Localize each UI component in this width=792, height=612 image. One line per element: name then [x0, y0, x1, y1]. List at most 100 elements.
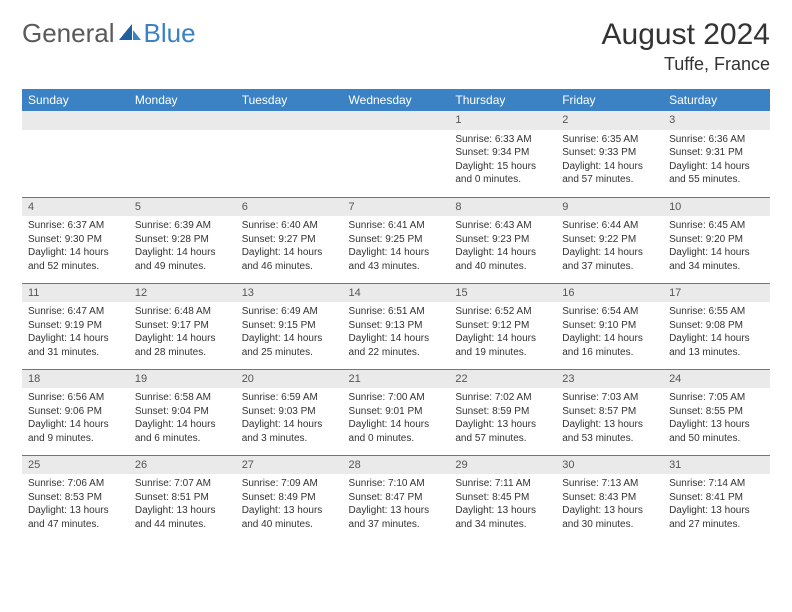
day-number: 7 [343, 198, 450, 217]
calendar-cell: 25Sunrise: 7:06 AMSunset: 8:53 PMDayligh… [22, 455, 129, 541]
day-details: Sunrise: 6:51 AMSunset: 9:13 PMDaylight:… [343, 302, 450, 363]
col-tuesday: Tuesday [236, 89, 343, 111]
calendar-cell: 14Sunrise: 6:51 AMSunset: 9:13 PMDayligh… [343, 283, 450, 369]
day-details: Sunrise: 6:47 AMSunset: 9:19 PMDaylight:… [22, 302, 129, 363]
day-number: 31 [663, 456, 770, 475]
col-wednesday: Wednesday [343, 89, 450, 111]
col-friday: Friday [556, 89, 663, 111]
day-number: 5 [129, 198, 236, 217]
calendar-cell: 23Sunrise: 7:03 AMSunset: 8:57 PMDayligh… [556, 369, 663, 455]
day-number: 13 [236, 284, 343, 303]
day-number: 12 [129, 284, 236, 303]
location-label: Tuffe, France [602, 54, 770, 75]
day-number: 1 [449, 111, 556, 130]
calendar-cell: 26Sunrise: 7:07 AMSunset: 8:51 PMDayligh… [129, 455, 236, 541]
day-number: 15 [449, 284, 556, 303]
day-number [129, 111, 236, 130]
day-number: 19 [129, 370, 236, 389]
day-details: Sunrise: 6:36 AMSunset: 9:31 PMDaylight:… [663, 130, 770, 191]
day-number [343, 111, 450, 130]
calendar-cell: 10Sunrise: 6:45 AMSunset: 9:20 PMDayligh… [663, 197, 770, 283]
day-details: Sunrise: 6:40 AMSunset: 9:27 PMDaylight:… [236, 216, 343, 277]
day-details: Sunrise: 7:07 AMSunset: 8:51 PMDaylight:… [129, 474, 236, 535]
calendar-cell: 22Sunrise: 7:02 AMSunset: 8:59 PMDayligh… [449, 369, 556, 455]
day-number: 29 [449, 456, 556, 475]
day-details: Sunrise: 7:09 AMSunset: 8:49 PMDaylight:… [236, 474, 343, 535]
calendar-cell: 30Sunrise: 7:13 AMSunset: 8:43 PMDayligh… [556, 455, 663, 541]
day-details: Sunrise: 7:05 AMSunset: 8:55 PMDaylight:… [663, 388, 770, 449]
logo-text-gray: General [22, 18, 115, 49]
day-details: Sunrise: 6:52 AMSunset: 9:12 PMDaylight:… [449, 302, 556, 363]
calendar-table: Sunday Monday Tuesday Wednesday Thursday… [22, 89, 770, 541]
calendar-cell: 11Sunrise: 6:47 AMSunset: 9:19 PMDayligh… [22, 283, 129, 369]
col-saturday: Saturday [663, 89, 770, 111]
day-details: Sunrise: 6:39 AMSunset: 9:28 PMDaylight:… [129, 216, 236, 277]
day-number: 4 [22, 198, 129, 217]
calendar-cell: 29Sunrise: 7:11 AMSunset: 8:45 PMDayligh… [449, 455, 556, 541]
calendar-cell: 13Sunrise: 6:49 AMSunset: 9:15 PMDayligh… [236, 283, 343, 369]
day-details: Sunrise: 6:44 AMSunset: 9:22 PMDaylight:… [556, 216, 663, 277]
day-details: Sunrise: 6:41 AMSunset: 9:25 PMDaylight:… [343, 216, 450, 277]
header: General Blue August 2024 Tuffe, France [22, 18, 770, 75]
calendar-cell [22, 111, 129, 197]
day-details: Sunrise: 6:49 AMSunset: 9:15 PMDaylight:… [236, 302, 343, 363]
day-number: 10 [663, 198, 770, 217]
day-number: 8 [449, 198, 556, 217]
day-number: 28 [343, 456, 450, 475]
logo-text-blue: Blue [144, 18, 196, 49]
col-thursday: Thursday [449, 89, 556, 111]
day-number: 23 [556, 370, 663, 389]
calendar-cell: 15Sunrise: 6:52 AMSunset: 9:12 PMDayligh… [449, 283, 556, 369]
day-number: 27 [236, 456, 343, 475]
calendar-cell: 19Sunrise: 6:58 AMSunset: 9:04 PMDayligh… [129, 369, 236, 455]
day-details: Sunrise: 7:03 AMSunset: 8:57 PMDaylight:… [556, 388, 663, 449]
day-number: 21 [343, 370, 450, 389]
day-details: Sunrise: 7:00 AMSunset: 9:01 PMDaylight:… [343, 388, 450, 449]
day-details: Sunrise: 6:58 AMSunset: 9:04 PMDaylight:… [129, 388, 236, 449]
day-details: Sunrise: 6:43 AMSunset: 9:23 PMDaylight:… [449, 216, 556, 277]
calendar-cell: 12Sunrise: 6:48 AMSunset: 9:17 PMDayligh… [129, 283, 236, 369]
day-number: 30 [556, 456, 663, 475]
sail-icon [119, 18, 141, 49]
calendar-row: 25Sunrise: 7:06 AMSunset: 8:53 PMDayligh… [22, 455, 770, 541]
calendar-cell: 9Sunrise: 6:44 AMSunset: 9:22 PMDaylight… [556, 197, 663, 283]
day-number: 6 [236, 198, 343, 217]
day-details: Sunrise: 6:45 AMSunset: 9:20 PMDaylight:… [663, 216, 770, 277]
calendar-row: 11Sunrise: 6:47 AMSunset: 9:19 PMDayligh… [22, 283, 770, 369]
calendar-cell [129, 111, 236, 197]
day-details: Sunrise: 7:10 AMSunset: 8:47 PMDaylight:… [343, 474, 450, 535]
calendar-cell: 20Sunrise: 6:59 AMSunset: 9:03 PMDayligh… [236, 369, 343, 455]
calendar-cell: 18Sunrise: 6:56 AMSunset: 9:06 PMDayligh… [22, 369, 129, 455]
day-number: 14 [343, 284, 450, 303]
day-details: Sunrise: 6:33 AMSunset: 9:34 PMDaylight:… [449, 130, 556, 191]
day-details: Sunrise: 7:14 AMSunset: 8:41 PMDaylight:… [663, 474, 770, 535]
calendar-cell: 8Sunrise: 6:43 AMSunset: 9:23 PMDaylight… [449, 197, 556, 283]
day-details: Sunrise: 6:56 AMSunset: 9:06 PMDaylight:… [22, 388, 129, 449]
calendar-cell: 4Sunrise: 6:37 AMSunset: 9:30 PMDaylight… [22, 197, 129, 283]
calendar-cell: 5Sunrise: 6:39 AMSunset: 9:28 PMDaylight… [129, 197, 236, 283]
day-details: Sunrise: 6:48 AMSunset: 9:17 PMDaylight:… [129, 302, 236, 363]
day-details: Sunrise: 6:55 AMSunset: 9:08 PMDaylight:… [663, 302, 770, 363]
col-sunday: Sunday [22, 89, 129, 111]
day-details: Sunrise: 7:02 AMSunset: 8:59 PMDaylight:… [449, 388, 556, 449]
day-number: 2 [556, 111, 663, 130]
day-details: Sunrise: 6:54 AMSunset: 9:10 PMDaylight:… [556, 302, 663, 363]
day-number [236, 111, 343, 130]
day-number: 11 [22, 284, 129, 303]
calendar-cell: 2Sunrise: 6:35 AMSunset: 9:33 PMDaylight… [556, 111, 663, 197]
page-title: August 2024 [602, 18, 770, 52]
calendar-row: 1Sunrise: 6:33 AMSunset: 9:34 PMDaylight… [22, 111, 770, 197]
day-details: Sunrise: 6:35 AMSunset: 9:33 PMDaylight:… [556, 130, 663, 191]
calendar-cell: 16Sunrise: 6:54 AMSunset: 9:10 PMDayligh… [556, 283, 663, 369]
day-details: Sunrise: 7:11 AMSunset: 8:45 PMDaylight:… [449, 474, 556, 535]
day-number: 26 [129, 456, 236, 475]
calendar-cell [236, 111, 343, 197]
day-number: 16 [556, 284, 663, 303]
day-details: Sunrise: 7:06 AMSunset: 8:53 PMDaylight:… [22, 474, 129, 535]
day-number: 22 [449, 370, 556, 389]
logo: General Blue [22, 18, 196, 49]
calendar-cell: 31Sunrise: 7:14 AMSunset: 8:41 PMDayligh… [663, 455, 770, 541]
weekday-header-row: Sunday Monday Tuesday Wednesday Thursday… [22, 89, 770, 111]
calendar-cell: 28Sunrise: 7:10 AMSunset: 8:47 PMDayligh… [343, 455, 450, 541]
calendar-cell: 7Sunrise: 6:41 AMSunset: 9:25 PMDaylight… [343, 197, 450, 283]
